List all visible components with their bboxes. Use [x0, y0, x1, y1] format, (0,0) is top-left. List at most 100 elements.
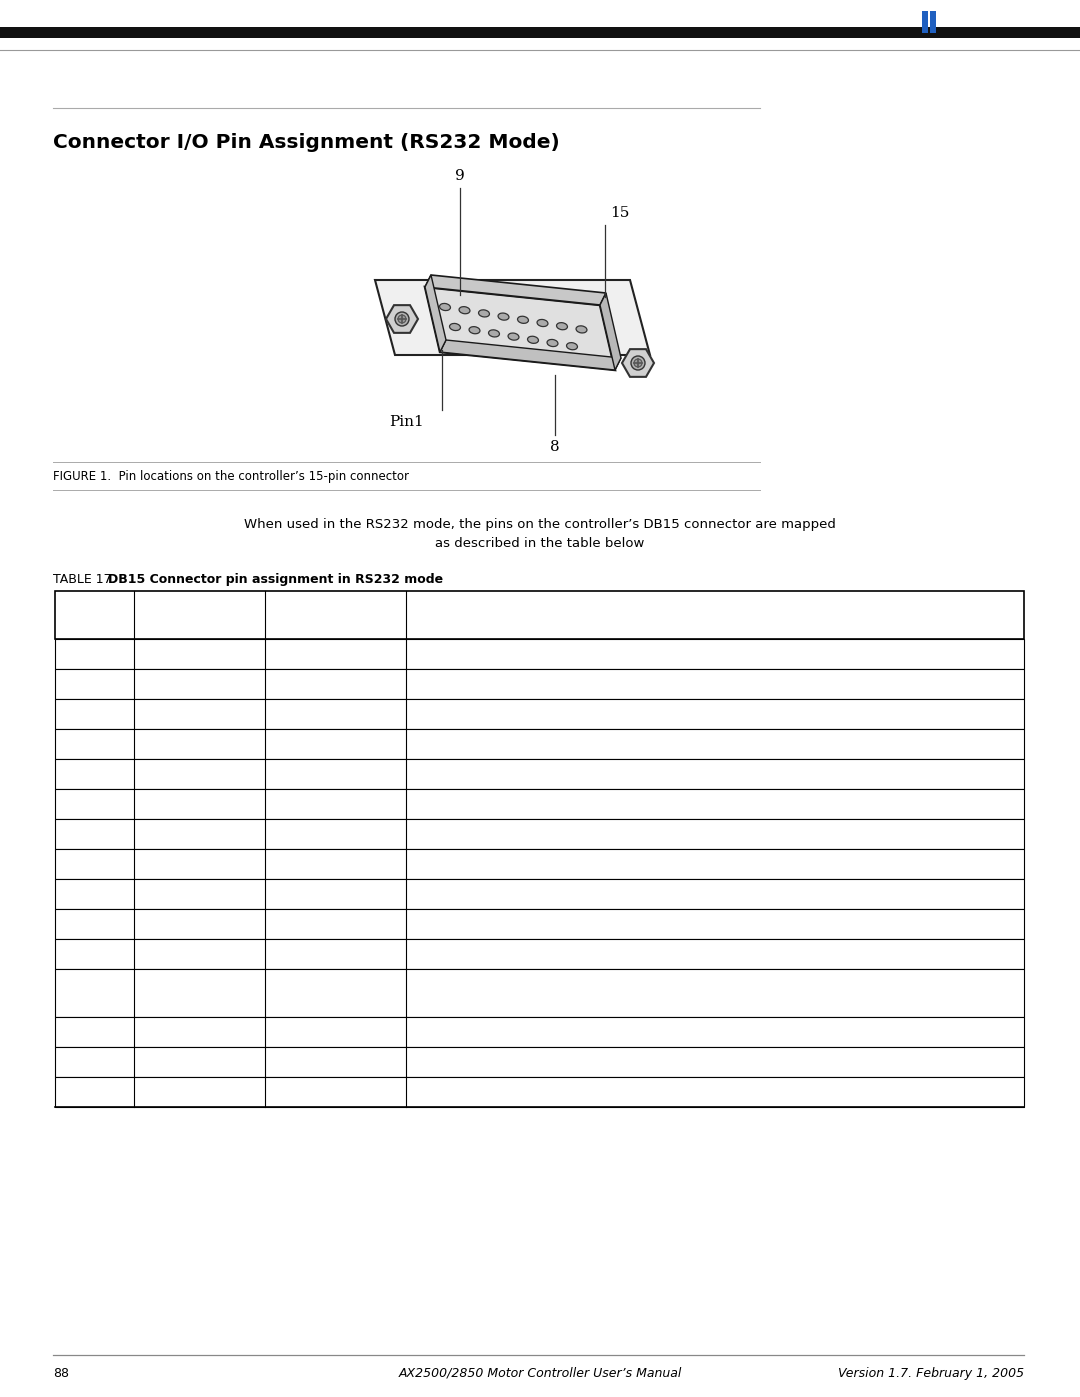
Text: 7: 7 [60, 827, 69, 840]
Ellipse shape [631, 356, 645, 370]
Text: RoboteQ: RoboteQ [940, 10, 1055, 34]
Text: Input F: Input F [140, 738, 184, 750]
Text: Switch Input: Switch Input [140, 1085, 218, 1098]
Bar [55, 1077, 1024, 1106]
Ellipse shape [488, 330, 499, 337]
Text: Must be wired to pin 13: Must be wired to pin 13 [411, 798, 578, 810]
Text: Output: Output [271, 647, 314, 659]
Ellipse shape [498, 313, 509, 320]
Text: Low Current Accessory Output D - (Not available
on AX2850): Low Current Accessory Output D - (Not av… [411, 977, 715, 1007]
Text: +5V In: +5V In [140, 827, 184, 840]
Ellipse shape [576, 326, 586, 332]
Text: Speed/Pos/T 1: Speed/Pos/T 1 [140, 947, 229, 960]
Ellipse shape [527, 337, 539, 344]
Bar [55, 669, 1024, 698]
Bar [930, 11, 936, 34]
Bar [55, 698, 1024, 729]
Text: When used in the RS232 mode, the pins on the controller’s DB15 connector are map: When used in the RS232 mode, the pins on… [244, 518, 836, 531]
Text: Must be wired to pin 14: Must be wired to pin 14 [411, 827, 579, 840]
Text: Version 1.7. February 1, 2005: Version 1.7. February 1, 2005 [838, 1368, 1024, 1380]
Bar [55, 909, 1024, 939]
Bar [55, 939, 1024, 970]
Text: Output C: Output C [140, 887, 197, 900]
Polygon shape [426, 275, 606, 305]
Text: Output C: Output C [140, 647, 197, 659]
Text: AX2500/2850 Motor Controller User’s Manual: AX2500/2850 Motor Controller User’s Manu… [399, 1368, 681, 1380]
Bar [55, 1017, 1024, 1046]
Bar [55, 1046, 1024, 1077]
Text: Input or
Output: Input or Output [271, 598, 327, 627]
Text: Power Input: Power Input [271, 798, 346, 810]
Bar [55, 729, 1024, 759]
Ellipse shape [395, 312, 409, 326]
Polygon shape [440, 339, 621, 370]
Bar [922, 11, 928, 34]
Bar [0, 27, 1080, 38]
Polygon shape [386, 305, 418, 332]
Text: 2: 2 [60, 678, 69, 690]
Text: +5V Out: +5V Out [140, 1055, 194, 1067]
Text: 11: 11 [60, 947, 77, 960]
Text: 9: 9 [60, 887, 69, 900]
Text: 13: 13 [60, 1025, 77, 1038]
Bar [0, 0, 1080, 38]
Text: Serial (RS-232) Controls and Operation: Serial (RS-232) Controls and Operation [53, 24, 312, 36]
Text: Output: Output [271, 887, 314, 900]
Bar [55, 591, 1024, 638]
Text: Emergency Stop or Invert Switch input: Emergency Stop or Invert Switch input [411, 1085, 653, 1098]
Text: 15: 15 [60, 1085, 77, 1098]
Bar [55, 819, 1024, 849]
Polygon shape [375, 279, 650, 355]
Text: Input: Input [271, 856, 303, 870]
Text: 10: 10 [60, 916, 77, 930]
Bar [55, 879, 1024, 909]
Ellipse shape [548, 339, 558, 346]
Text: Controller ground (-): Controller ground (-) [411, 1025, 540, 1038]
Text: 6: 6 [60, 798, 69, 810]
Ellipse shape [537, 320, 548, 327]
Text: 2Amp Accessory Output C (same as pin 1): 2Amp Accessory Output C (same as pin 1) [411, 887, 676, 900]
Text: 9: 9 [455, 169, 464, 183]
Text: RS232 data input to the controller from the PC: RS232 data input to the controller from … [411, 707, 703, 719]
Text: or pin 5: or pin 5 [551, 798, 603, 810]
Text: Power: Power [271, 1025, 309, 1038]
Bar [55, 789, 1024, 819]
Ellipse shape [508, 332, 519, 339]
Text: 2Amp Accessory Output C (same as pin 9): 2Amp Accessory Output C (same as pin 9) [411, 647, 676, 659]
Bar [55, 759, 1024, 789]
Text: Ground Out: Ground Out [140, 767, 213, 780]
Bar [55, 970, 1024, 1017]
Ellipse shape [399, 314, 406, 323]
Polygon shape [600, 293, 621, 370]
Ellipse shape [459, 306, 470, 314]
Text: 8: 8 [550, 440, 559, 454]
Text: 5: 5 [60, 767, 69, 780]
Text: 4: 4 [60, 738, 69, 750]
Text: 15: 15 [610, 205, 630, 219]
Text: 1: 1 [60, 647, 69, 659]
Text: Analog in: Analog in [271, 947, 329, 960]
Ellipse shape [478, 310, 489, 317]
Text: Channel 1 speed, position or temp feedback: Channel 1 speed, position or temp feedba… [411, 947, 689, 960]
Text: TABLE 17.: TABLE 17. [53, 573, 120, 585]
Text: Controller ground (-): Controller ground (-) [411, 767, 540, 780]
Text: Input: Input [271, 707, 303, 719]
Text: RS232 data output from the controller to the PC: RS232 data output from the controller to… [411, 678, 712, 690]
Text: 8: 8 [60, 856, 69, 870]
Text: Channel 2 speed, position or temp feedback: Channel 2 speed, position or temp feedba… [411, 916, 689, 930]
Ellipse shape [556, 323, 567, 330]
Text: Connector I/O Pin Assignment (RS232 Mode): Connector I/O Pin Assignment (RS232 Mode… [53, 133, 559, 152]
Text: DB15 Connector pin assignment in RS232 mode: DB15 Connector pin assignment in RS232 m… [108, 573, 443, 585]
Text: 3: 3 [60, 707, 69, 719]
Text: 88: 88 [53, 1368, 69, 1380]
Text: Power Output: Power Output [271, 1055, 356, 1067]
Ellipse shape [567, 342, 578, 349]
Text: FIGURE 1.  Pin locations on the controller’s 15-pin connector: FIGURE 1. Pin locations on the controlle… [53, 469, 409, 483]
Text: Output D: Output D [140, 977, 198, 990]
Ellipse shape [634, 359, 642, 367]
Text: Description: Description [411, 598, 491, 610]
Text: Input: Input [271, 1085, 303, 1098]
Polygon shape [426, 286, 615, 370]
Text: Output: Output [271, 977, 314, 990]
Text: Ground Out: Ground Out [140, 1025, 213, 1038]
